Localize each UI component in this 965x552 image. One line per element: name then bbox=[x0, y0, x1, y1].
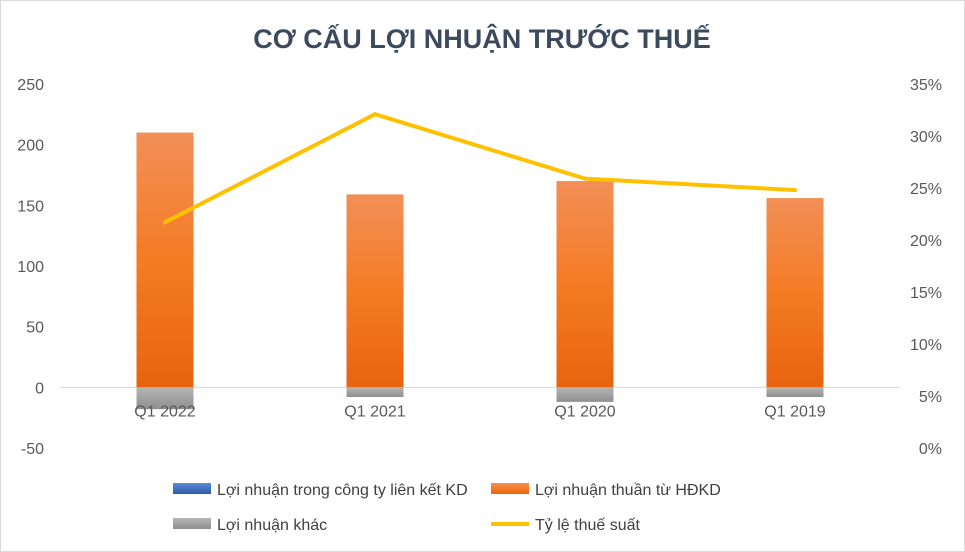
y-right-tick-label: 20% bbox=[910, 233, 942, 250]
y-right-tick-label: 25% bbox=[910, 181, 942, 198]
y-left-tick-label: 200 bbox=[17, 138, 44, 155]
bar-loi-nhuan-thuan[interactable] bbox=[766, 198, 824, 388]
y-right-tick-label: 5% bbox=[919, 389, 942, 406]
bar-loi-nhuan-thuan[interactable] bbox=[556, 181, 614, 388]
y-right-tick-label: 0% bbox=[919, 441, 942, 458]
y-right-tick-label: 10% bbox=[910, 337, 942, 354]
line-ty-le-thue-suat[interactable] bbox=[164, 112, 796, 225]
bar-loi-nhuan-khac[interactable] bbox=[556, 387, 614, 402]
bar-loi-nhuan-thuan[interactable] bbox=[136, 132, 194, 388]
line-point[interactable] bbox=[163, 220, 167, 225]
legend-label[interactable]: Lợi nhuận khác bbox=[217, 517, 327, 534]
bar-loi-nhuan-khac[interactable] bbox=[346, 387, 404, 398]
y-right-tick-label: 35% bbox=[910, 77, 942, 94]
line-point[interactable] bbox=[373, 112, 377, 117]
legend-swatch bbox=[491, 483, 529, 494]
legend-label[interactable]: Lợi nhuận thuần từ HĐKD bbox=[535, 482, 721, 499]
x-tick-label: Q1 2019 bbox=[764, 403, 825, 420]
y-right-tick-label: 15% bbox=[910, 285, 942, 302]
y-left-tick-label: 100 bbox=[17, 259, 44, 276]
y-right-tick-label: 30% bbox=[910, 129, 942, 146]
bar-loi-nhuan-khac[interactable] bbox=[766, 387, 824, 398]
legend-label[interactable]: Lợi nhuận trong công ty liên kết KD bbox=[217, 482, 468, 499]
bar-loi-nhuan-khac[interactable] bbox=[136, 387, 194, 410]
y-left-tick-label: 50 bbox=[26, 320, 44, 337]
x-tick-label: Q1 2021 bbox=[344, 403, 405, 420]
bar-loi-nhuan-thuan[interactable] bbox=[346, 194, 404, 388]
legend-label[interactable]: Tỷ lệ thuế suất bbox=[535, 517, 641, 534]
y-left-tick-label: -50 bbox=[21, 441, 44, 458]
y-left-tick-label: 0 bbox=[35, 380, 44, 397]
line-point[interactable] bbox=[793, 188, 797, 193]
line-point[interactable] bbox=[583, 176, 587, 181]
legend-swatch bbox=[173, 483, 211, 494]
y-left-tick-label: 250 bbox=[17, 77, 44, 94]
y-left-tick-label: 150 bbox=[17, 198, 44, 215]
legend-swatch bbox=[173, 518, 211, 529]
x-tick-label: Q1 2022 bbox=[134, 403, 195, 420]
chart-title: CƠ CẤU LỢI NHUẬN TRƯỚC THUẾ bbox=[253, 23, 710, 54]
x-tick-label: Q1 2020 bbox=[554, 403, 615, 420]
